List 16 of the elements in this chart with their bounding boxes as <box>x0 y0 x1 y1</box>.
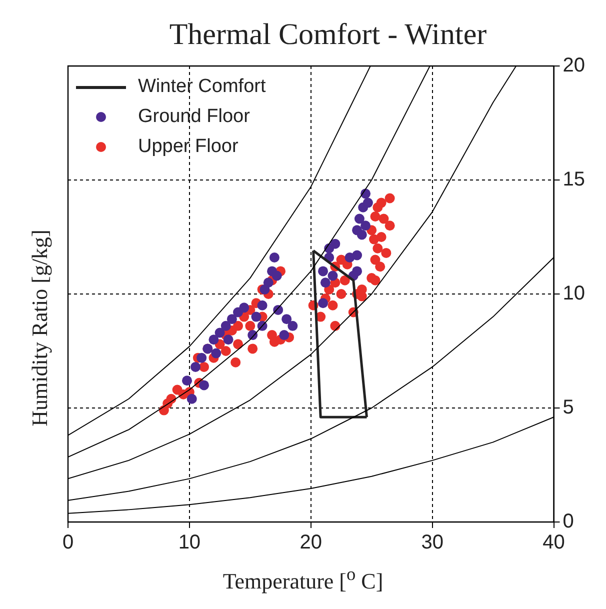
y-tick-label: 20 <box>562 54 586 77</box>
x-tick-label: 20 <box>300 532 322 554</box>
legend-label: Ground Floor <box>138 105 250 129</box>
x-tick-label: 10 <box>178 532 201 554</box>
x-tick-label: 40 <box>542 532 565 554</box>
x-axis-title: Temperature [$^{o}$ C] <box>222 564 384 594</box>
y-tick-label: 10 <box>562 282 586 305</box>
y-tick-label: 15 <box>562 168 586 191</box>
y-tick-label: 0 <box>562 510 574 533</box>
x-tick-label: 30 <box>421 532 444 554</box>
y-tick-label: 5 <box>562 396 574 419</box>
legend-label: Upper Floor <box>138 135 238 159</box>
legend-label: Winter Comfort <box>138 75 266 99</box>
y-axis-title: Humidity Ratio [g/kg] <box>27 230 53 426</box>
x-tick-label: 0 <box>62 532 74 554</box>
chart-title: Thermal Comfort - Winter <box>169 18 487 51</box>
